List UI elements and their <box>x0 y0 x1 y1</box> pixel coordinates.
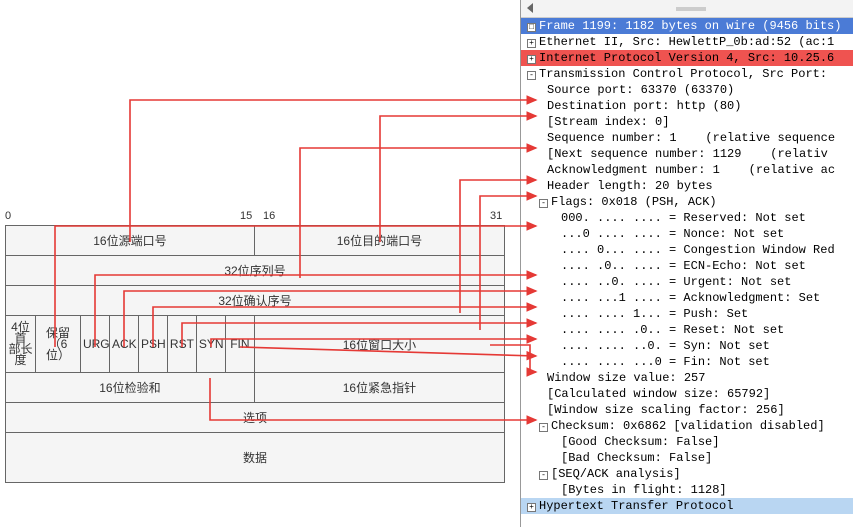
expander-icon[interactable]: □ <box>527 23 536 32</box>
pkt-f-rst[interactable]: .... .... .0.. = Reset: Not set <box>521 322 853 338</box>
cell-flag-ack: ACK <box>109 316 138 373</box>
chevron-left-icon[interactable] <box>527 3 533 13</box>
cell-flag-urg: URG <box>80 316 109 373</box>
cell-seq: 32位序列号 <box>6 256 505 286</box>
cell-reserved: 保留（6 位） <box>35 316 80 373</box>
pkt-win[interactable]: Window size value: 257 <box>521 370 853 386</box>
cell-dst-port: 16位目的端口号 <box>254 226 504 256</box>
expander-icon[interactable]: + <box>527 55 536 64</box>
pkt-acknum[interactable]: Acknowledgment number: 1 (relative ac <box>521 162 853 178</box>
pkt-http[interactable]: +Hypertext Transfer Protocol <box>521 498 853 514</box>
pkt-win-calc[interactable]: [Calculated window size: 65792] <box>521 386 853 402</box>
cell-flag-psh: PSH <box>138 316 167 373</box>
pkt-cksum[interactable]: -Checksum: 0x6862 [validation disabled] <box>521 418 853 434</box>
pkt-bif[interactable]: [Bytes in flight: 1128] <box>521 482 853 498</box>
bit-31: 31 <box>490 210 502 222</box>
packet-tree-pane[interactable]: □Frame 1199: 1182 bytes on wire (9456 bi… <box>520 0 853 527</box>
cell-flag-syn: SYN <box>196 316 225 373</box>
expander-icon[interactable]: + <box>527 503 536 512</box>
pkt-seq[interactable]: Sequence number: 1 (relative sequence <box>521 130 853 146</box>
pane-toolbar <box>521 0 853 18</box>
pkt-flags[interactable]: -Flags: 0x018 (PSH, ACK) <box>521 194 853 210</box>
pkt-f-urg[interactable]: .... ..0. .... = Urgent: Not set <box>521 274 853 290</box>
pkt-hdrlen[interactable]: Header length: 20 bytes <box>521 178 853 194</box>
cell-window: 16位窗口大小 <box>254 316 504 373</box>
tcp-header-table: 16位源端口号 16位目的端口号 32位序列号 32位确认序号 4位首 部长度 … <box>5 225 505 483</box>
expander-icon[interactable]: - <box>539 471 548 480</box>
cell-src-port: 16位源端口号 <box>6 226 255 256</box>
cell-urgptr: 16位紧急指针 <box>254 373 504 403</box>
cell-ack: 32位确认序号 <box>6 286 505 316</box>
cell-flag-rst: RST <box>167 316 196 373</box>
pkt-tcp[interactable]: -Transmission Control Protocol, Src Port… <box>521 66 853 82</box>
pkt-cksum-bad[interactable]: [Bad Checksum: False] <box>521 450 853 466</box>
cell-flag-fin: FIN <box>225 316 254 373</box>
cell-data: 数据 <box>6 433 505 483</box>
pkt-f-psh[interactable]: .... .... 1... = Push: Set <box>521 306 853 322</box>
pkt-stream[interactable]: [Stream index: 0] <box>521 114 853 130</box>
pkt-f-ack[interactable]: .... ...1 .... = Acknowledgment: Set <box>521 290 853 306</box>
expander-icon[interactable]: + <box>527 39 536 48</box>
pkt-win-scale[interactable]: [Window size scaling factor: 256] <box>521 402 853 418</box>
cell-hdrlen: 4位首 部长度 <box>6 316 36 373</box>
bit-16: 16 <box>263 210 275 222</box>
cell-checksum: 16位检验和 <box>6 373 255 403</box>
pkt-nseq[interactable]: [Next sequence number: 1129 (relativ <box>521 146 853 162</box>
pkt-cksum-good[interactable]: [Good Checksum: False] <box>521 434 853 450</box>
pkt-f-reserved[interactable]: 000. .... .... = Reserved: Not set <box>521 210 853 226</box>
expander-icon[interactable]: - <box>539 199 548 208</box>
pkt-f-fin[interactable]: .... .... ...0 = Fin: Not set <box>521 354 853 370</box>
pkt-src-port[interactable]: Source port: 63370 (63370) <box>521 82 853 98</box>
cell-options: 选项 <box>6 403 505 433</box>
bit-15: 15 <box>240 210 252 222</box>
pkt-f-ecn[interactable]: .... .0.. .... = ECN-Echo: Not set <box>521 258 853 274</box>
pkt-dst-port[interactable]: Destination port: http (80) <box>521 98 853 114</box>
pkt-seqack[interactable]: -[SEQ/ACK analysis] <box>521 466 853 482</box>
expander-icon[interactable]: - <box>539 423 548 432</box>
pkt-frame[interactable]: □Frame 1199: 1182 bytes on wire (9456 bi… <box>521 18 853 34</box>
pkt-f-cwr[interactable]: .... 0... .... = Congestion Window Red <box>521 242 853 258</box>
tcp-header-diagram: 0 15 16 31 16位源端口号 16位目的端口号 32位序列号 32位确认… <box>0 0 520 527</box>
bit-0: 0 <box>5 210 11 222</box>
pkt-f-syn[interactable]: .... .... ..0. = Syn: Not set <box>521 338 853 354</box>
expander-icon[interactable]: - <box>527 71 536 80</box>
pkt-f-nonce[interactable]: ...0 .... .... = Nonce: Not set <box>521 226 853 242</box>
pkt-ip[interactable]: +Internet Protocol Version 4, Src: 10.25… <box>521 50 853 66</box>
pkt-eth[interactable]: +Ethernet II, Src: HewlettP_0b:ad:52 (ac… <box>521 34 853 50</box>
